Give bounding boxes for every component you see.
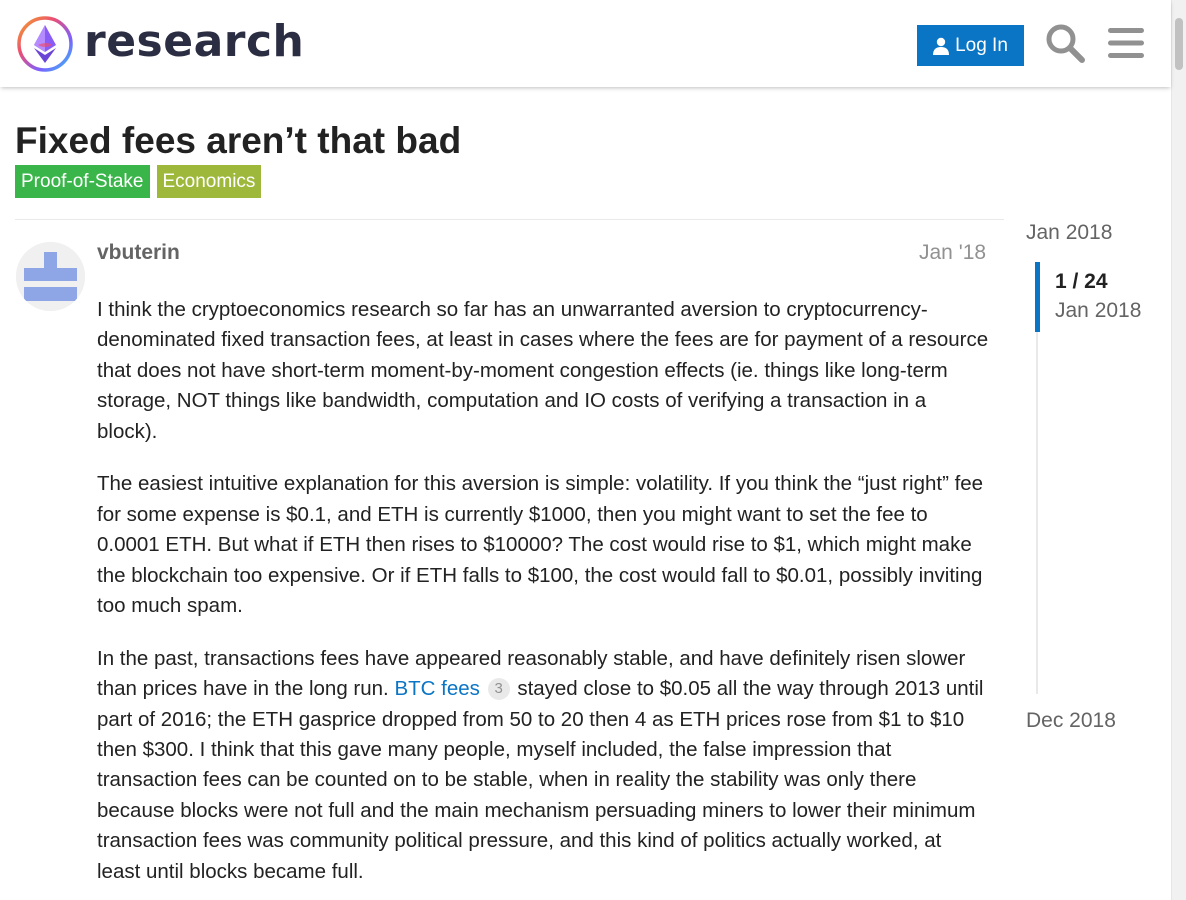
timeline-handle[interactable] <box>1035 262 1040 332</box>
tag-economics[interactable]: Economics <box>156 165 262 198</box>
ethereum-research-logo-icon <box>17 16 73 72</box>
timeline-current-date: Jan 2018 <box>1055 299 1142 322</box>
user-icon <box>933 37 950 55</box>
topic-divider <box>15 219 1004 220</box>
post-paragraph: I think the cryptoeconomics research so … <box>97 298 989 443</box>
avatar[interactable] <box>16 242 85 311</box>
topic-title[interactable]: Fixed fees aren’t that bad <box>15 120 462 161</box>
post-body: I think the cryptoeconomics research so … <box>97 295 990 900</box>
login-button[interactable]: Log In <box>917 25 1024 66</box>
site-logo[interactable]: research <box>16 14 304 74</box>
tag-proof-of-stake[interactable]: Proof-of-Stake <box>15 165 150 198</box>
paragraph-text: stayed close to $0.05 all the way throug… <box>97 677 984 883</box>
site-header: research Log In <box>0 0 1171 87</box>
post-paragraph: In the past, transactions fees have appe… <box>97 644 990 887</box>
timeline-start-date[interactable]: Jan 2018 <box>1026 221 1113 244</box>
page-scrollbar[interactable] <box>1171 0 1186 900</box>
menu-button[interactable] <box>1104 20 1148 66</box>
user-avatar-icon <box>16 242 85 311</box>
btc-fees-link[interactable]: BTC fees <box>394 677 480 701</box>
scrollbar-thumb[interactable] <box>1175 18 1183 70</box>
link-click-count: 3 <box>487 678 510 701</box>
site-name: research <box>84 16 305 67</box>
search-button[interactable] <box>1042 20 1088 66</box>
post-date[interactable]: Jan '18 <box>919 241 987 264</box>
login-label: Log In <box>955 34 1008 56</box>
hamburger-menu-icon <box>1108 28 1144 58</box>
timeline-end-date[interactable]: Dec 2018 <box>1026 709 1116 732</box>
topic-tags: Proof-of-Stake Economics <box>15 165 262 198</box>
timeline-position: 1 / 24 <box>1055 270 1108 293</box>
search-icon <box>1046 24 1085 63</box>
timeline-track[interactable] <box>1036 262 1038 694</box>
post-username[interactable]: vbuterin <box>97 241 180 264</box>
paragraph-text: In the past, transactions fees have appe… <box>97 646 966 701</box>
post-paragraph: The easiest intuitive explanation for th… <box>97 472 984 618</box>
